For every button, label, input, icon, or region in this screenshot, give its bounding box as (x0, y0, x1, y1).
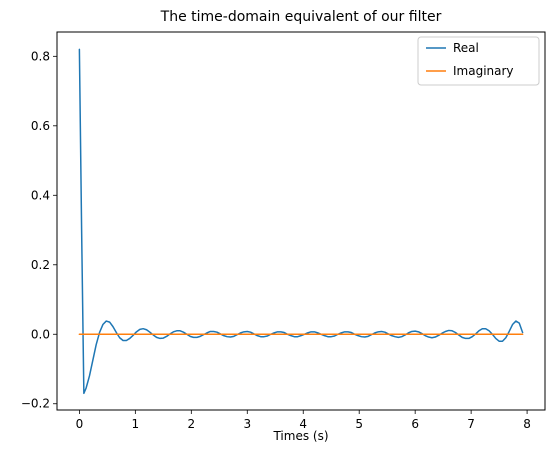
legend-label-imaginary: Imaginary (453, 64, 514, 78)
series-line-real (78, 48, 524, 395)
y-tick-label: 0.0 (31, 327, 50, 341)
x-tick-label: 0 (76, 417, 84, 431)
x-tick-label: 8 (523, 417, 531, 431)
plot-frame (56, 31, 546, 411)
x-tick-label: 6 (411, 417, 419, 431)
x-tick-label: 7 (467, 417, 475, 431)
y-tick-label: 0.8 (31, 49, 50, 63)
y-tick-label: 0.2 (31, 258, 50, 272)
x-axis: 0 1 2 3 4 5 6 7 8 (76, 410, 531, 431)
x-tick-label: 2 (187, 417, 195, 431)
y-tick-label: 0.4 (31, 188, 50, 202)
y-tick-label: 0.6 (31, 119, 50, 133)
x-tick-label: 3 (243, 417, 251, 431)
legend: Real Imaginary (417, 36, 540, 86)
chart-title: The time-domain equivalent of our filter (160, 9, 442, 25)
x-tick-label: 4 (299, 417, 307, 431)
legend-label-real: Real (453, 41, 479, 55)
y-tick-label: −0.2 (21, 397, 50, 411)
y-axis: −0.2 0.0 0.2 0.4 0.6 0.8 (21, 49, 57, 411)
series-layer (78, 48, 524, 395)
legend-box (417, 36, 540, 86)
x-tick-label: 5 (355, 417, 363, 431)
x-axis-label: Times (s) (272, 429, 328, 443)
x-tick-label: 1 (132, 417, 140, 431)
